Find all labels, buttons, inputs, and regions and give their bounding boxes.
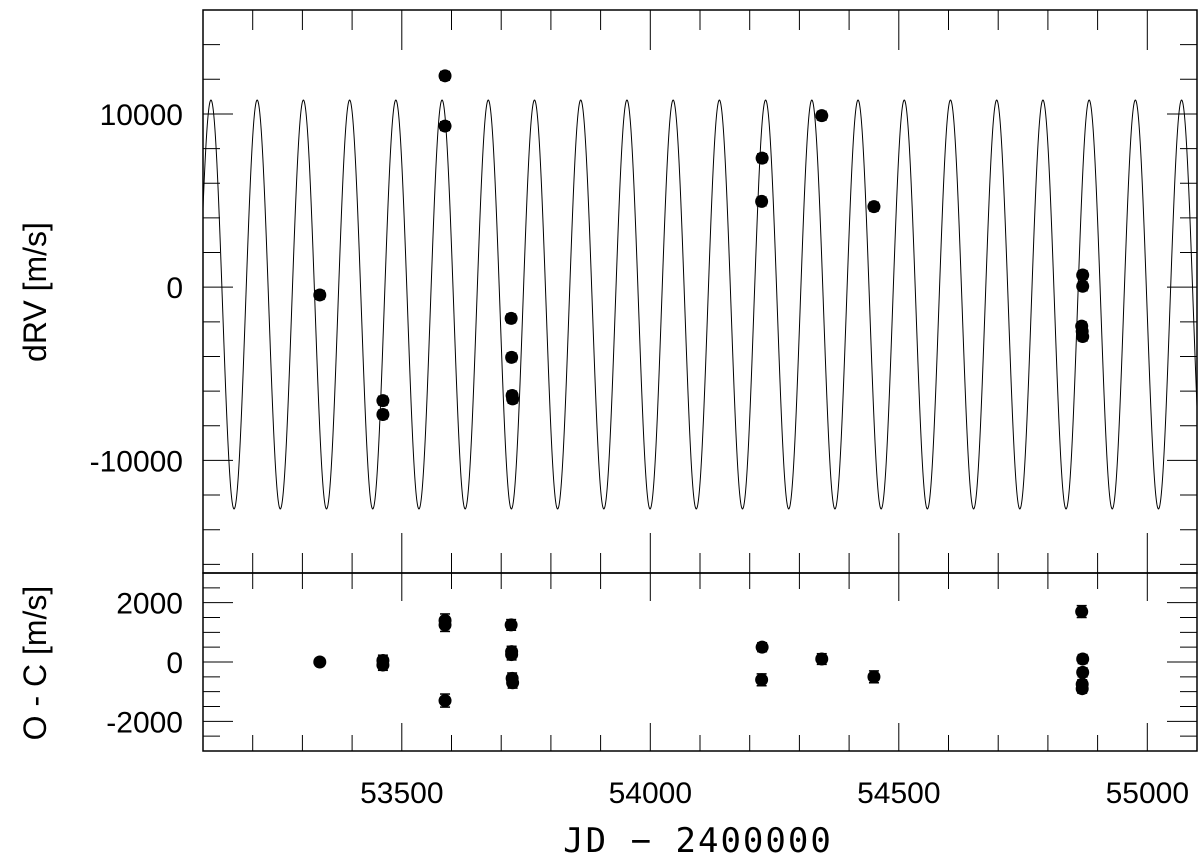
- x-tick-label: 54000: [609, 777, 692, 810]
- residual-point: [755, 673, 769, 687]
- model-curve: [203, 99, 1197, 510]
- residual-y-axis-label: O - C [m/s]: [17, 586, 53, 741]
- rv-point: [504, 311, 518, 325]
- residual-y-tick-label: 2000: [116, 588, 183, 621]
- top-y-axis-label: dRV [m/s]: [17, 222, 53, 362]
- x-tick-label: 55000: [1106, 777, 1189, 810]
- axis-ticks: [202, 9, 1198, 752]
- residual-y-tick-label: 0: [166, 647, 183, 680]
- residual-point: [376, 658, 390, 672]
- rv-point: [438, 69, 452, 83]
- x-tick-label: 53500: [360, 777, 443, 810]
- residual-point: [867, 670, 881, 684]
- rv-point: [1076, 279, 1090, 293]
- x-axis-label: JD − 2400000: [563, 821, 833, 858]
- top-y-tick-label: 10000: [100, 99, 183, 132]
- rv-data-points: [313, 69, 1090, 421]
- residual-point: [506, 676, 520, 690]
- residual-point: [438, 694, 452, 708]
- rv-point: [867, 200, 881, 214]
- rv-point: [313, 288, 327, 302]
- residual-point: [1076, 665, 1090, 679]
- rv-point: [755, 194, 769, 208]
- rv-point: [505, 350, 519, 364]
- tick-labels: 53500 54000 54500 55000 10000 0 -10000 2000 0 -20…: [90, 99, 1189, 810]
- rv-point: [376, 407, 390, 421]
- residual-data-points: [313, 604, 1090, 708]
- rv-point: [438, 119, 452, 133]
- residual-point: [755, 640, 769, 654]
- residual-point: [1076, 652, 1090, 666]
- rv-point: [506, 392, 520, 406]
- rv-point: [755, 151, 769, 165]
- residual-panel-frame: [202, 572, 1198, 752]
- residual-point: [1075, 605, 1089, 619]
- residual-point: [504, 618, 518, 632]
- rv-point: [376, 394, 390, 408]
- residual-point: [438, 618, 452, 632]
- top-y-tick-label: 0: [166, 272, 183, 305]
- rv-point: [815, 109, 829, 123]
- x-tick-label: 54500: [857, 777, 940, 810]
- rv-point: [1076, 330, 1090, 344]
- residual-point: [815, 652, 829, 666]
- residual-y-tick-label: -2000: [106, 706, 183, 739]
- residual-point: [313, 655, 327, 669]
- residual-point: [505, 648, 519, 662]
- top-y-tick-label: -10000: [90, 445, 183, 478]
- rv-point: [1076, 268, 1090, 282]
- residual-point: [1075, 682, 1089, 696]
